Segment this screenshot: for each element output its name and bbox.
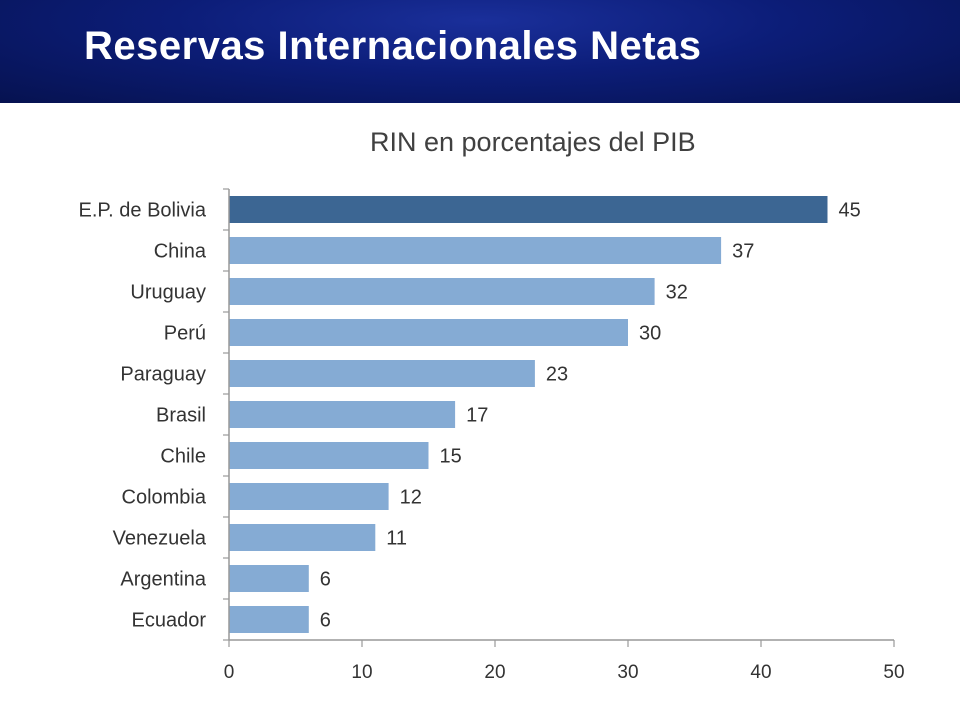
x-tick-label: 50 — [883, 662, 904, 683]
category-label: China — [154, 241, 207, 263]
value-label: 45 — [839, 200, 861, 222]
x-tick-label: 10 — [351, 662, 372, 683]
value-label: 37 — [732, 241, 754, 263]
category-label: Venezuela — [113, 528, 207, 550]
value-label: 15 — [440, 446, 462, 468]
category-label: Perú — [164, 323, 206, 345]
category-label: E.P. de Bolivia — [79, 200, 207, 222]
bar — [229, 565, 309, 592]
category-label: Paraguay — [120, 364, 206, 386]
bar — [229, 483, 389, 510]
bar — [229, 360, 535, 387]
category-label: Uruguay — [130, 282, 206, 304]
value-label: 6 — [320, 569, 331, 591]
value-label: 12 — [400, 487, 422, 509]
x-tick-label: 20 — [484, 662, 505, 683]
chart-title: RIN en porcentajes del PIB — [370, 127, 696, 157]
bar — [229, 442, 429, 469]
value-label: 23 — [546, 364, 568, 386]
bar — [229, 237, 722, 264]
x-tick-label: 40 — [750, 662, 771, 683]
bar — [229, 524, 376, 551]
category-label: Argentina — [120, 569, 206, 591]
category-label: Chile — [160, 446, 206, 468]
value-label: 17 — [466, 405, 488, 427]
bar — [229, 196, 828, 223]
bar — [229, 319, 628, 346]
value-label: 32 — [666, 282, 688, 304]
category-label: Colombia — [122, 487, 207, 509]
value-label: 11 — [386, 528, 407, 550]
category-label: Ecuador — [132, 610, 207, 632]
x-tick-label: 0 — [224, 662, 235, 683]
bar — [229, 278, 655, 305]
value-label: 30 — [639, 323, 661, 345]
value-label: 6 — [320, 610, 331, 632]
header-banner: Reservas Internacionales Netas — [0, 0, 960, 103]
page-title: Reservas Internacionales Netas — [84, 24, 702, 68]
bar — [229, 606, 309, 633]
bar — [229, 401, 456, 428]
category-label: Brasil — [156, 405, 206, 427]
x-tick-label: 30 — [617, 662, 638, 683]
